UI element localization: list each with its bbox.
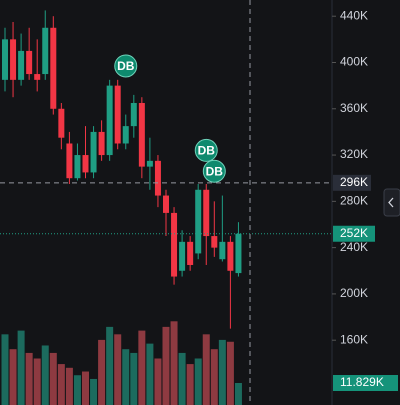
candle-body — [235, 233, 242, 274]
candle-body — [10, 39, 17, 80]
volume-bar — [25, 352, 33, 405]
volume-bar — [57, 364, 65, 405]
candle-body — [114, 85, 121, 144]
candle-body — [98, 131, 105, 156]
volume-label-box — [333, 375, 398, 391]
candle-body — [130, 102, 137, 127]
candle-body — [90, 131, 97, 173]
last-price-label: 252K — [340, 226, 368, 240]
candle-body — [163, 195, 169, 213]
candle-body — [138, 102, 145, 167]
volume-bar — [186, 364, 194, 405]
candle-body — [227, 241, 234, 271]
y-tick-label: 360K — [340, 101, 368, 115]
candle-body — [154, 160, 161, 196]
volume-bar — [178, 352, 186, 405]
y-tick-label: 240K — [340, 240, 368, 254]
db-marker — [114, 54, 138, 78]
volume-bar — [146, 343, 154, 405]
side-toggle[interactable] — [383, 188, 400, 217]
db-marker-label: DB — [117, 59, 135, 73]
volume-bar — [90, 378, 98, 405]
db-marker-label: DB — [198, 144, 216, 158]
volume-bar — [226, 341, 234, 405]
candle-body — [211, 236, 218, 248]
volume-bar — [41, 345, 49, 405]
candle-body — [187, 241, 194, 265]
candle-body — [34, 74, 41, 80]
volume-label: 11.829K — [340, 375, 384, 389]
volume-bar — [98, 339, 106, 405]
volume-bar — [170, 321, 178, 405]
candle-body — [82, 155, 89, 173]
y-tick-label: 200K — [340, 286, 368, 300]
volume-bar — [154, 358, 162, 405]
candle-body — [106, 85, 113, 156]
db-marker — [194, 138, 218, 162]
y-tick-label: 400K — [340, 55, 368, 69]
volume-bar — [9, 349, 17, 405]
volume-bar — [65, 367, 73, 405]
db-marker-label: DB — [206, 164, 224, 178]
volume-bar — [210, 349, 218, 405]
candle-body — [42, 27, 49, 75]
candle-body — [26, 50, 33, 75]
y-tick-label: 440K — [340, 8, 368, 22]
candle-body — [219, 241, 226, 260]
volume-bar — [162, 326, 170, 405]
volume-bar — [202, 334, 210, 405]
volume-bar — [49, 352, 57, 405]
candle-body — [2, 39, 8, 80]
candle-body — [74, 155, 81, 179]
volume-bar — [33, 358, 41, 405]
crosshair-box — [333, 174, 371, 191]
candle-body — [179, 241, 186, 271]
volume-bar — [73, 375, 81, 405]
volume-bar — [130, 352, 138, 405]
candle-body — [18, 50, 25, 80]
side-toggle-icon — [388, 197, 394, 208]
y-tick-label: 320K — [340, 147, 368, 161]
y-tick-label: 280K — [340, 194, 368, 208]
volume-bar — [82, 371, 89, 405]
candle-body — [203, 189, 210, 237]
crosshair-label: 296K — [340, 175, 368, 189]
candle-body — [146, 160, 153, 167]
volume-bar — [114, 334, 122, 405]
volume-bar — [1, 334, 9, 405]
volume-bar — [218, 339, 226, 405]
last-price-box — [333, 225, 375, 242]
candle-body — [58, 108, 65, 138]
candle-body — [171, 212, 178, 277]
candle-body — [50, 27, 57, 109]
volume-bar — [17, 330, 25, 405]
volume-bar — [234, 382, 242, 405]
volume-bar — [106, 326, 114, 405]
db-marker — [202, 159, 226, 183]
volume-bar — [122, 349, 130, 405]
volume-bar — [138, 330, 146, 405]
candle-body — [66, 143, 73, 179]
candle-body — [122, 126, 129, 144]
candle-body — [195, 189, 202, 254]
y-tick-label: 160K — [340, 332, 368, 346]
volume-bar — [194, 358, 202, 405]
